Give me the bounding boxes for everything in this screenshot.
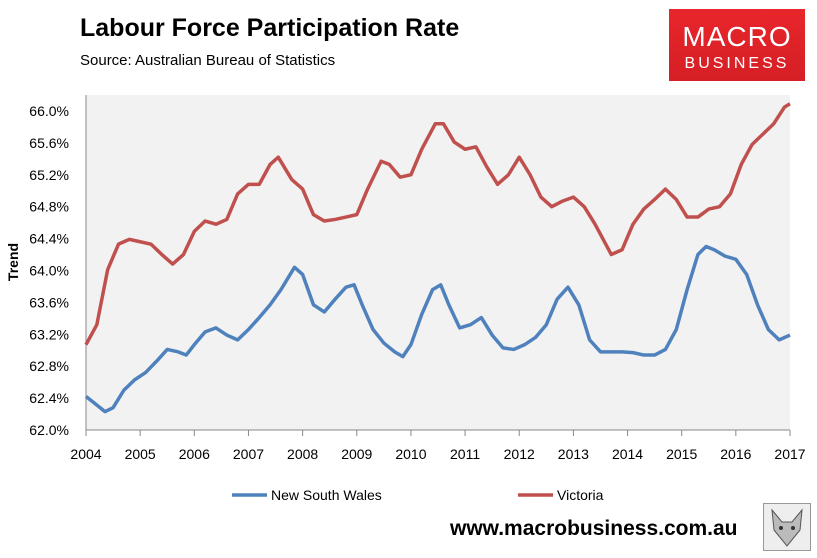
macrobusiness-logo: MACRO BUSINESS	[669, 9, 805, 81]
y-tick-label: 66.0%	[29, 103, 69, 119]
y-axis-label: Trend	[5, 243, 21, 281]
series-line-victoria	[84, 102, 791, 346]
logo-line2: BUSINESS	[684, 55, 790, 72]
x-tick-label: 2006	[179, 446, 210, 462]
fox-icon	[763, 503, 811, 551]
x-tick-label: 2009	[341, 446, 372, 462]
y-tick-label: 64.8%	[29, 199, 69, 215]
plot-area	[86, 95, 790, 430]
x-tick-label: 2016	[720, 446, 751, 462]
x-tick-label: 2017	[774, 446, 805, 462]
x-tick-label: 2010	[395, 446, 426, 462]
y-tick-label: 64.0%	[29, 262, 69, 278]
chart-source: Source: Australian Bureau of Statistics	[80, 52, 336, 69]
logo-line1: MACRO	[682, 21, 792, 52]
y-tick-label: 65.2%	[29, 167, 69, 183]
x-tick-label: 2013	[558, 446, 589, 462]
y-tick-label: 63.2%	[29, 326, 69, 342]
y-tick-label: 65.6%	[29, 135, 69, 151]
y-tick-label: 62.8%	[29, 358, 69, 374]
y-tick-label: 64.4%	[29, 231, 69, 247]
x-tick-label: 2015	[666, 446, 697, 462]
y-tick-label: 63.6%	[29, 294, 69, 310]
y-tick-label: 62.0%	[29, 422, 69, 438]
legend-label: Victoria	[557, 487, 604, 503]
series-line-new-south-wales	[84, 244, 791, 414]
x-tick-label: 2011	[450, 446, 480, 462]
x-tick-label: 2012	[504, 446, 535, 462]
x-tick-label: 2005	[125, 446, 156, 462]
website-url: www.macrobusiness.com.au	[450, 517, 738, 540]
y-tick-label: 62.4%	[29, 390, 69, 406]
chart-title: Labour Force Participation Rate	[80, 14, 460, 42]
x-tick-label: 2014	[612, 446, 643, 462]
x-tick-label: 2007	[233, 446, 264, 462]
legend-label: New South Wales	[271, 487, 382, 503]
x-tick-label: 2008	[287, 446, 318, 462]
x-tick-label: 2004	[70, 446, 101, 462]
